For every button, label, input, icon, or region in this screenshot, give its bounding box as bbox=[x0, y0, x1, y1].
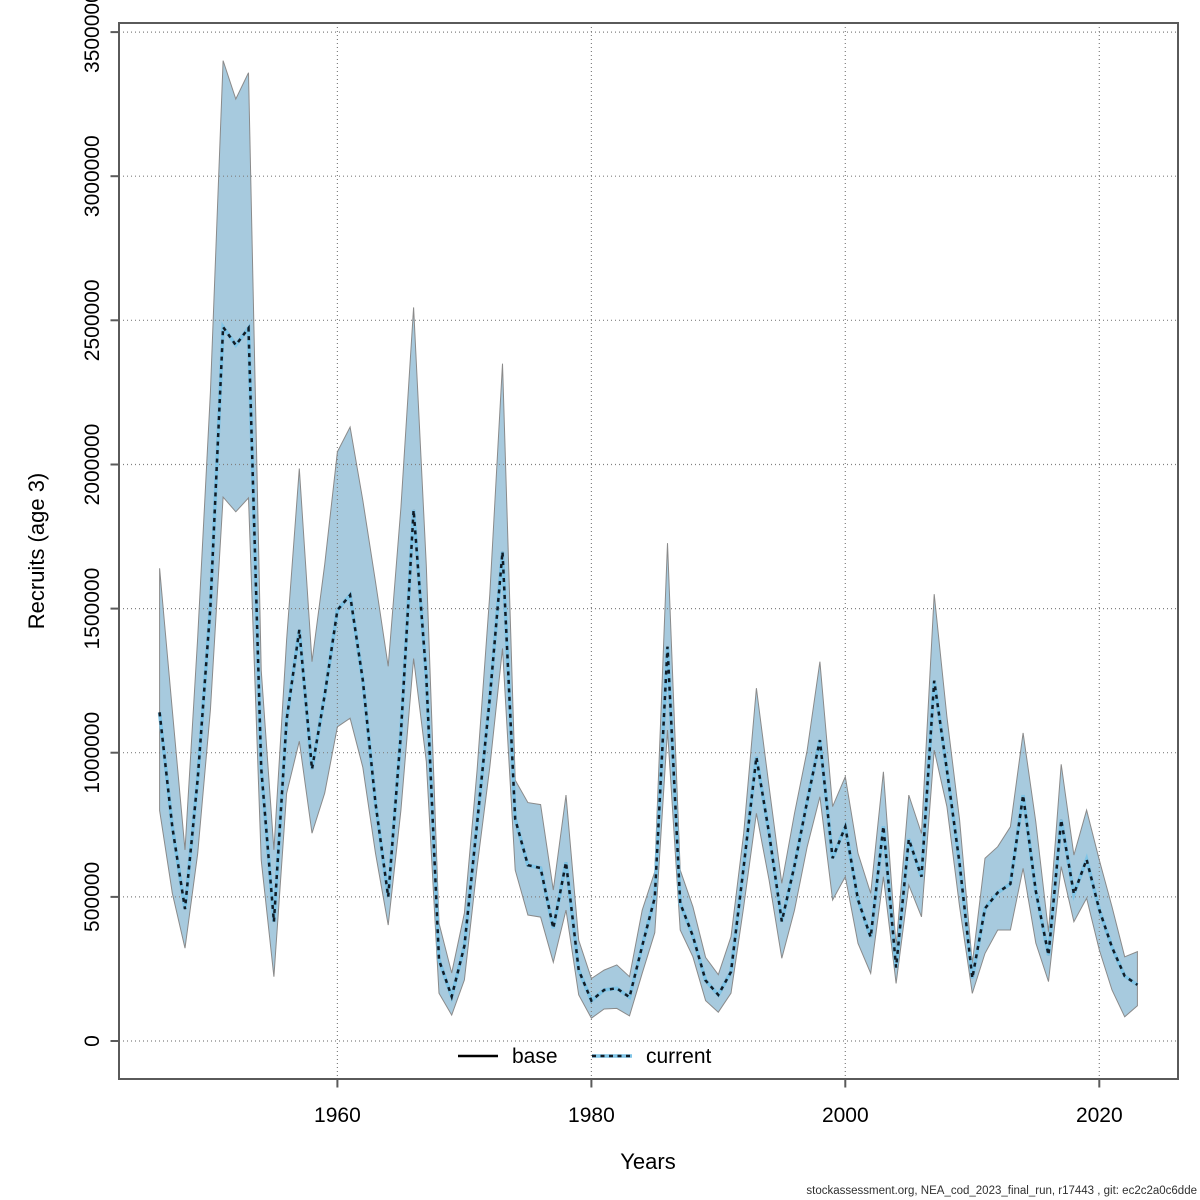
plot-frame bbox=[118, 22, 1179, 1080]
legend: base current bbox=[458, 1045, 712, 1068]
series-lines bbox=[157, 321, 1139, 1004]
legend-label-base: base bbox=[512, 1045, 558, 1068]
legend-label-current: current bbox=[646, 1045, 712, 1068]
y-tick-label: 1000000 bbox=[81, 712, 104, 794]
y-tick-label: 0 bbox=[81, 1035, 104, 1047]
x-tick-label: 2000 bbox=[822, 1104, 869, 1127]
current-line bbox=[158, 323, 1139, 1003]
x-tick-label: 1960 bbox=[314, 1104, 361, 1127]
y-tick-label: 3000000 bbox=[81, 135, 104, 217]
axes: 1960 1980 2000 2020 0 500000 1000000 1500000 200… bbox=[81, 0, 1179, 1127]
y-tick-label: 500000 bbox=[81, 862, 104, 932]
y-tick-label: 1500000 bbox=[81, 568, 104, 650]
y-tick-label: 3500000 bbox=[81, 0, 104, 73]
y-tick-label: 2000000 bbox=[81, 424, 104, 506]
gridlines bbox=[119, 23, 1178, 1079]
x-tick-label: 1980 bbox=[568, 1104, 615, 1127]
footer-text: stockassessment.org, NEA_cod_2023_final_… bbox=[806, 1185, 1197, 1197]
y-axis-label: Recruits (age 3) bbox=[24, 473, 49, 630]
x-axis-label: Years bbox=[620, 1149, 675, 1174]
confidence-band-path bbox=[159, 60, 1138, 1019]
x-tick-label: 2020 bbox=[1076, 1104, 1123, 1127]
y-tick-label: 2500000 bbox=[81, 279, 104, 361]
confidence-band bbox=[159, 60, 1138, 1019]
